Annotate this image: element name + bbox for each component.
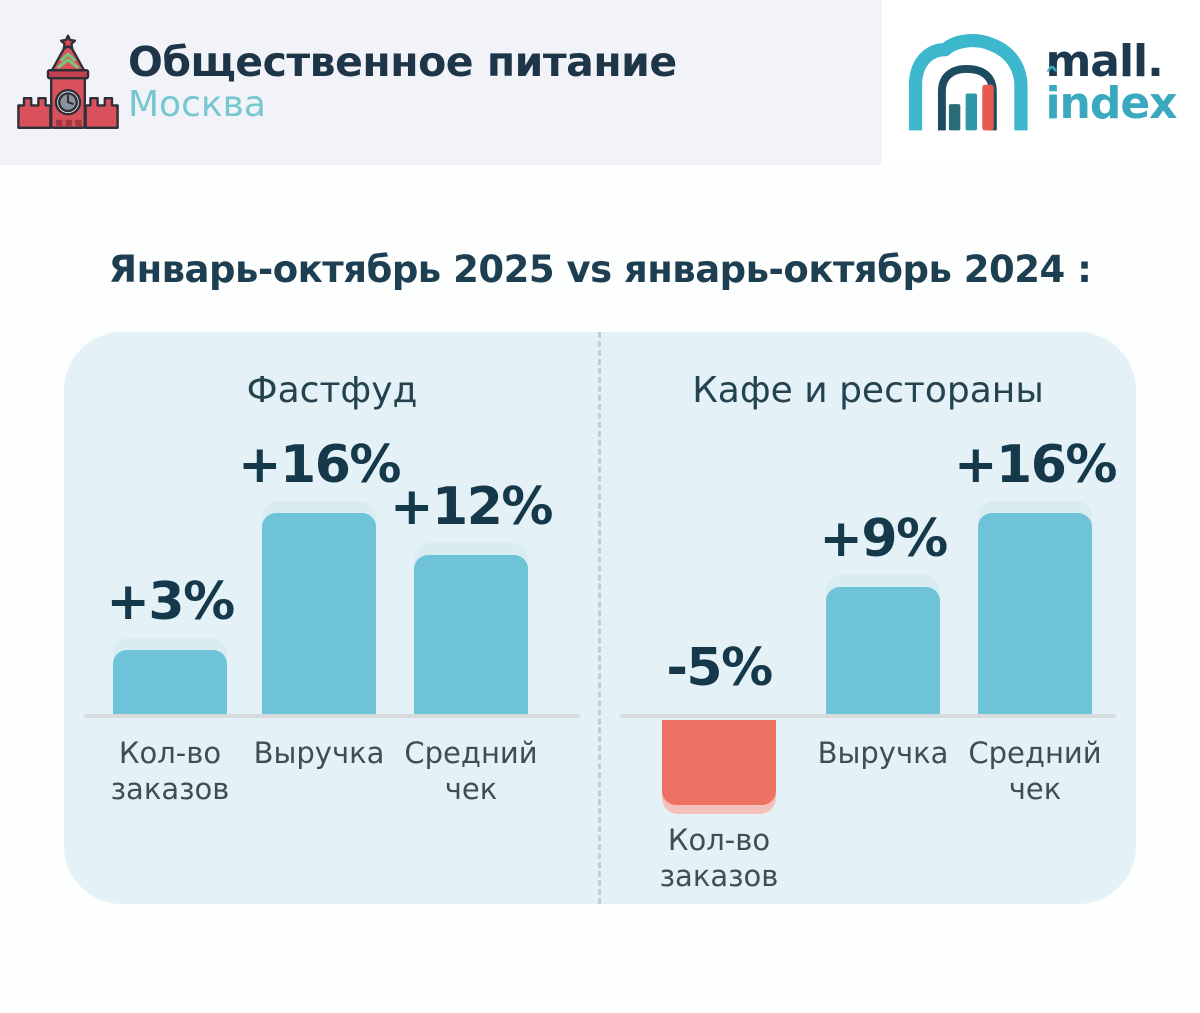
bar-fill [978,513,1092,714]
bar-fill [826,587,940,714]
cafes-chart: Кафе и рестораны -5% Кол-во заказов +9% … [600,332,1136,904]
chart-panel: Фастфуд +3% Кол-во заказов +16% Выручка [64,332,1136,904]
fastfood-plot: +3% Кол-во заказов +16% Выручка +12% Сре… [84,428,580,806]
header: Общественное питание Москва mall. ˆ index [0,0,1200,165]
cafes-plot: -5% Кол-во заказов +9% Выручка +16% Сред… [620,428,1118,893]
comparison-title: Январь-октябрь 2025 vs январь-октябрь 20… [108,248,1092,291]
kremlin-tower-icon [16,27,120,139]
brand-dot: . [1147,35,1164,87]
fastfood-chart: Фастфуд +3% Кол-во заказов +16% Выручка [64,332,600,904]
bar-label: Выручка [817,736,949,770]
bar-fill [662,720,776,805]
cafes-title: Кафе и рестораны [692,370,1044,411]
brand-name-index: ˆ index [1044,62,1177,129]
bar-value: +16% [953,435,1118,495]
panel-divider [598,332,601,904]
page-title: Общественное питание [128,37,677,86]
brand-name-mall: mall [1045,35,1148,87]
header-titles: Общественное питание Москва [128,37,677,126]
bar-label: Выручка [253,736,385,770]
bar-value: +9% [819,509,948,569]
brand-wordmark: mall. ˆ index [1044,39,1177,129]
bar-value: +3% [106,572,235,632]
zero-baseline [84,714,580,718]
index-i-caret: ˆ [1044,62,1059,98]
bar-fill [262,513,376,714]
bar-value: +12% [389,477,554,537]
bar-label: Кол-во заказов [110,736,230,806]
bar-label: Средний чек [404,736,538,806]
brand-logo: mall. ˆ index [882,0,1200,165]
bar-label: Кол-во заказов [659,823,779,893]
bar-label: Средний чек [968,736,1102,806]
bar-fill [113,650,227,714]
bar-value: +16% [237,435,402,495]
city-subtitle: Москва [128,83,266,125]
bar-fill [414,555,528,714]
zero-baseline [620,714,1116,718]
mall-arch-bars-icon [909,33,1028,130]
bar-value: -5% [666,638,773,698]
fastfood-title: Фастфуд [246,370,418,411]
